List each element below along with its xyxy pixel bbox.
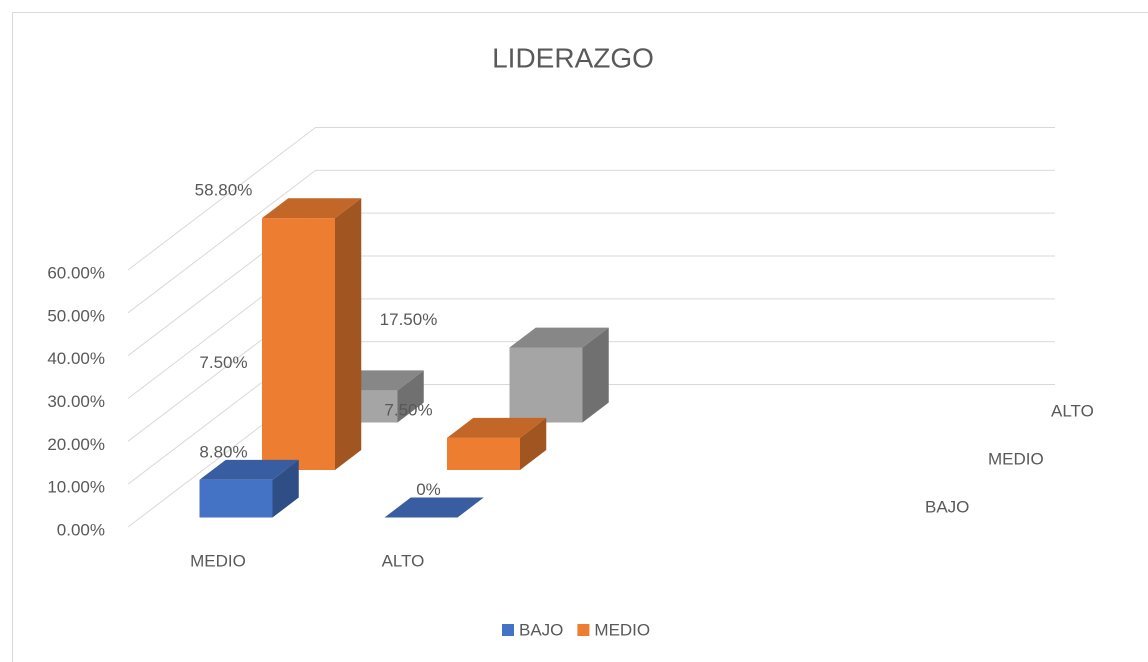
bar <box>262 198 362 470</box>
legend-label: BAJO <box>519 620 563 639</box>
depth-label: ALTO <box>1051 401 1094 420</box>
y-tick-label: 40.00% <box>47 349 105 368</box>
legend-label: MEDIO <box>594 620 650 639</box>
data-label: 8.80% <box>199 442 247 461</box>
legend-swatch <box>577 624 590 636</box>
grid-line <box>127 127 1055 271</box>
bar-top <box>262 198 362 219</box>
legend-swatch <box>502 624 514 636</box>
bar <box>509 327 609 423</box>
data-label: 0% <box>416 480 441 499</box>
bar-top <box>509 327 609 348</box>
data-label: 7.50% <box>384 400 432 419</box>
y-tick-label: 30.00% <box>47 392 105 411</box>
bar <box>447 417 547 470</box>
bar-side <box>335 198 362 470</box>
data-label: 17.50% <box>380 310 438 329</box>
bar-top <box>199 459 299 480</box>
bar-side <box>397 370 424 423</box>
y-tick-label: 0.00% <box>57 520 105 539</box>
y-tick-label: 60.00% <box>47 263 105 282</box>
y-tick-label: 10.00% <box>47 478 105 497</box>
bar-side <box>272 459 299 518</box>
bar-front <box>262 218 335 470</box>
bar-side <box>582 327 609 423</box>
y-tick-label: 20.00% <box>47 435 105 454</box>
chart-title: LIDERAZGO <box>492 42 654 73</box>
x-tick-label: ALTO <box>382 551 425 570</box>
x-tick-label: MEDIO <box>190 551 246 570</box>
bar-front <box>199 479 273 518</box>
bar <box>199 459 299 518</box>
bar <box>384 497 484 518</box>
y-tick-label: 50.00% <box>47 306 105 325</box>
bar-side <box>520 417 547 470</box>
bar-front <box>509 347 583 423</box>
depth-label: MEDIO <box>988 449 1044 468</box>
bar-top <box>447 417 547 438</box>
bar-top <box>384 497 484 518</box>
data-label: 7.50% <box>199 353 247 372</box>
data-label: 58.80% <box>195 181 253 200</box>
bar-front <box>447 437 520 470</box>
grid-line <box>127 169 1055 314</box>
depth-label: BAJO <box>925 497 969 516</box>
